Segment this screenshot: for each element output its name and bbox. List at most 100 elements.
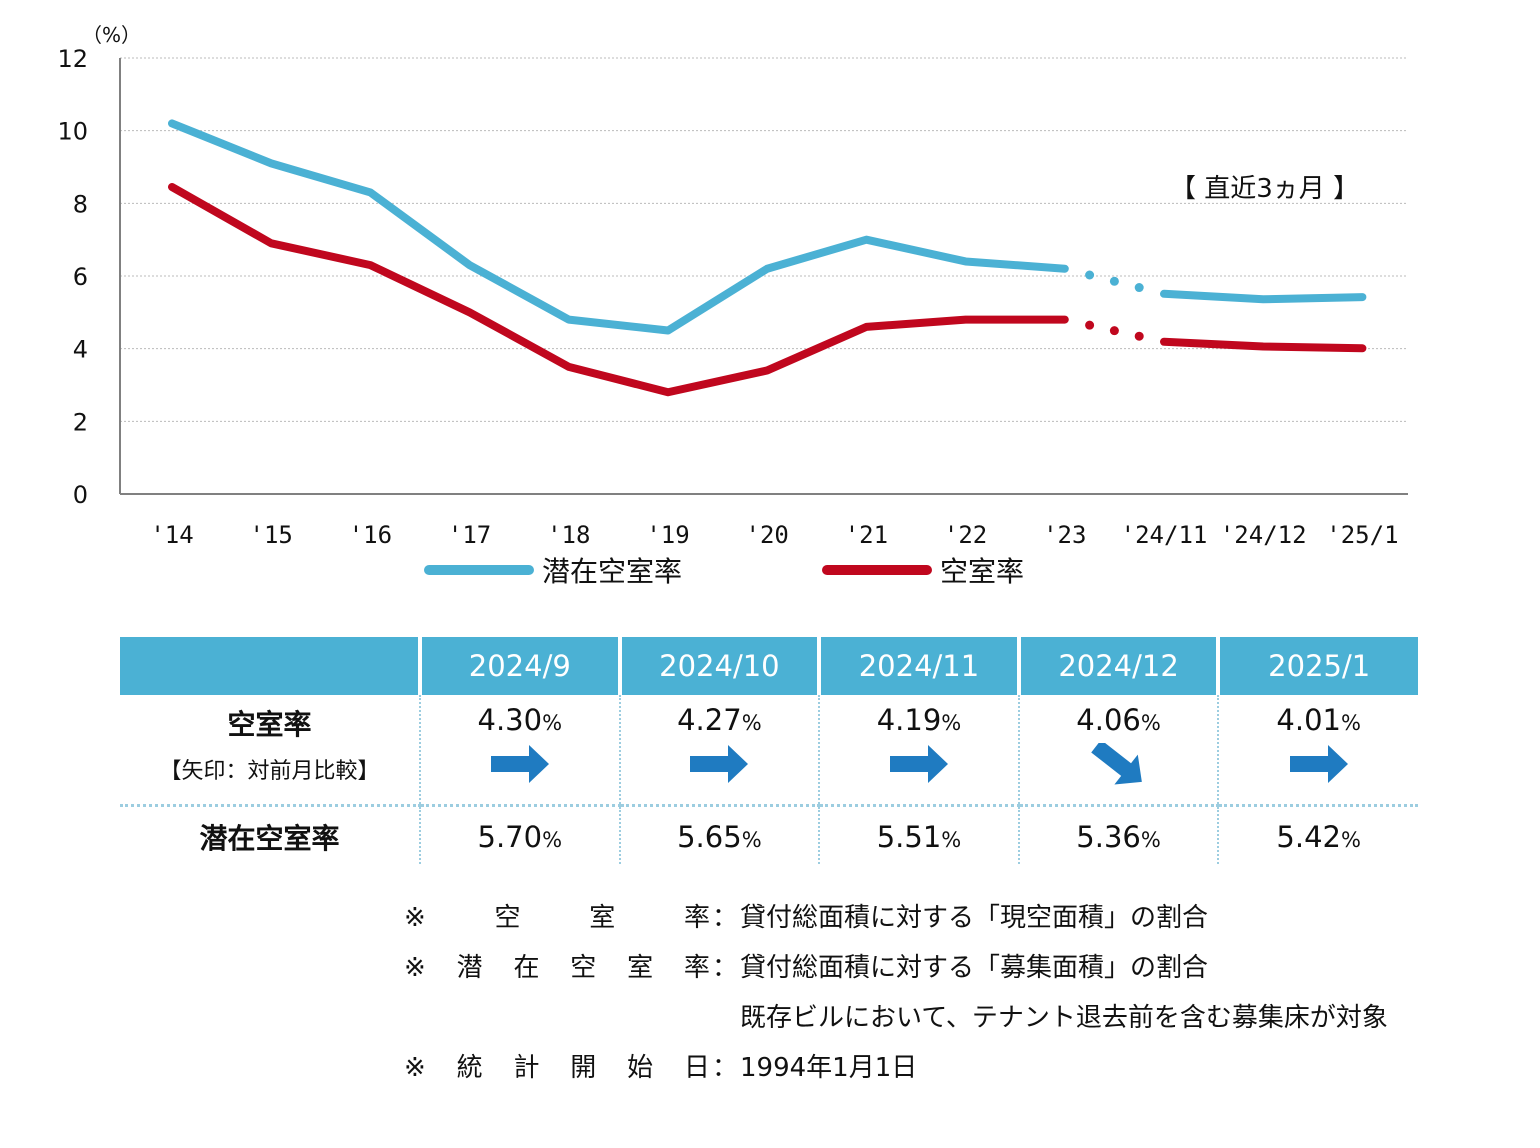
note-text: 貸付総面積に対する「募集面積」の割合 既存ビルにおいて、テナント退去前を含む募集… [740, 943, 1388, 1043]
percent-sign: % [741, 711, 762, 735]
x-tick-label: '19 [646, 521, 689, 549]
potential-value: 5.51 [876, 820, 942, 854]
note-prefix: ※ [404, 903, 426, 933]
line-chart: 0 2 4 6 8 10 12 '14 '15 '16 '17 '18 '19 '20 '21 '22 '23… [57, 23, 1408, 549]
x-tick-label: '14 [150, 521, 193, 549]
arrow-right-icon [1289, 745, 1348, 783]
note-key-char: 空 [494, 903, 521, 933]
table-header-month: 2024/9 [418, 637, 620, 695]
arrow-right-icon [889, 745, 948, 783]
recent-3-months-annotation: 【 直近3ヵ月 】 [1170, 174, 1360, 204]
table-cell: 4.06% [1017, 695, 1219, 806]
arrow-shape [1090, 739, 1142, 785]
note-line: 貸付総面積に対する「募集面積」の割合 [740, 953, 1209, 983]
table-cell: 4.27% [618, 695, 820, 806]
vacancy-value: 4.27 [677, 703, 742, 737]
percent-sign: % [741, 828, 762, 852]
legend-label-potential: 潜在空室率 [542, 555, 683, 588]
table-row-vacancy: 空室率 【矢印：対前月比較】 4.30% 4.27% 4.19% 4.06% 4… [120, 695, 1418, 806]
table-header-month: 2024/10 [617, 637, 820, 695]
vacancy-value: 4.30 [477, 703, 543, 737]
x-tick-label: '21 [845, 521, 888, 549]
y-tick-label: 4 [73, 336, 88, 364]
percent-sign: % [941, 711, 962, 735]
potential-value: 5.70 [477, 820, 543, 854]
arrow-shape [889, 745, 948, 783]
x-tick-label: '23 [1043, 521, 1086, 549]
vacancy-value: 4.06 [1076, 703, 1141, 737]
table-cell: 5.36% [1017, 804, 1219, 864]
monthly-rate-table: 2024/9 2024/10 2024/11 2024/12 2025/1 空室… [120, 637, 1418, 864]
potential-vacancy-dotted-connector [1109, 276, 1119, 286]
potential-vacancy-dotted-connector [1085, 270, 1095, 280]
trend-arrow-icon [622, 743, 818, 785]
table-header-corner [120, 637, 420, 695]
note-text: 貸付総面積に対する「現空面積」の割合 [740, 903, 1209, 933]
y-tick-label: 6 [73, 263, 88, 291]
arrow-down-right-icon [1090, 739, 1142, 785]
x-tick-label: '22 [944, 521, 987, 549]
note-key-char: 開 [570, 1053, 597, 1083]
note-row: ※ 潜 在 空 室 率 ： 貸付総面積に対する「募集面積」の割合 既存ビルにおい… [404, 943, 1388, 1043]
note-text: 1994年1月1日 [740, 1053, 918, 1083]
arrow-shape [490, 745, 549, 783]
note-colon: ： [711, 1053, 738, 1083]
table-header-row: 2024/9 2024/10 2024/11 2024/12 2025/1 [120, 637, 1418, 695]
arrow-right-icon [490, 745, 549, 783]
x-tick-label: '15 [250, 521, 293, 549]
note-key: ※ 潜 在 空 室 率 [404, 943, 710, 1043]
vacancy-dotted-connector [1109, 326, 1119, 336]
row-sublabel-arrow-legend: 【矢印：対前月比較】 [159, 759, 380, 784]
percent-sign: % [941, 828, 962, 852]
trend-arrow-icon [821, 743, 1017, 785]
percent-sign: % [1340, 711, 1361, 735]
note-key: ※ 統 計 開 始 日 [404, 1043, 710, 1093]
x-tick-label: '18 [547, 521, 590, 549]
vacancy-value: 4.01 [1276, 703, 1341, 737]
legend-swatch-potential [424, 565, 534, 575]
y-tick-label: 10 [57, 118, 88, 146]
x-tick-label: '20 [746, 521, 789, 549]
percent-sign: % [1340, 828, 1361, 852]
arrow-right-icon [690, 745, 749, 783]
table-cell: 5.65% [618, 804, 820, 864]
footnotes: ※ 空 室 率 ： 貸付総面積に対する「現空面積」の割合 ※ 潜 在 空 室 率… [404, 893, 1388, 1093]
potential-vacancy-dotted-connector [1134, 283, 1144, 293]
table-header-month: 2025/1 [1216, 637, 1418, 695]
note-key-char: 室 [589, 903, 616, 933]
note-key-char: 率 [683, 903, 710, 933]
note-colon: ： [711, 953, 738, 983]
row-label-cell: 空室率 【矢印：対前月比較】 [120, 695, 420, 806]
vacancy-line-recent [1160, 337, 1367, 353]
y-tick-label: 12 [57, 45, 88, 73]
table-cell: 5.70% [419, 804, 620, 864]
trend-arrow-icon [422, 743, 618, 785]
table-cell: 4.30% [419, 695, 620, 806]
note-key-char: 日 [683, 1053, 710, 1083]
note-key-char: 室 [627, 953, 654, 983]
note-row: ※ 空 室 率 ： 貸付総面積に対する「現空面積」の割合 [404, 893, 1388, 943]
percent-sign: % [1140, 711, 1161, 735]
legend-item-vacancy: 空室率 [822, 550, 1024, 590]
potential-vacancy-line-recent [1160, 289, 1367, 304]
table-cell: 5.51% [818, 804, 1019, 864]
row-label-cell: 潜在空室率 [120, 804, 420, 864]
table-cell: 4.19% [818, 695, 1019, 806]
x-tick-label: '16 [349, 521, 392, 549]
vacancy-dotted-connector [1134, 331, 1144, 341]
note-key-char: 統 [456, 1053, 483, 1083]
legend-swatch-vacancy [822, 565, 932, 575]
note-row: ※ 統 計 開 始 日 ： 1994年1月1日 [404, 1043, 1388, 1093]
table-header-month: 2024/11 [817, 637, 1019, 695]
vacancy-value: 4.19 [876, 703, 942, 737]
x-tick-label: '24/12 [1220, 521, 1307, 549]
note-key-char: 在 [513, 953, 540, 983]
percent-sign: % [542, 711, 563, 735]
note-key: ※ 空 室 率 [404, 893, 710, 943]
x-tick-label: '24/11 [1121, 521, 1208, 549]
potential-vacancy-line-annual [168, 119, 1069, 335]
table-cell: 5.42% [1217, 804, 1418, 864]
x-tick-label: '25/1 [1326, 521, 1398, 549]
x-tick-label: '17 [448, 521, 491, 549]
arrow-shape [690, 745, 749, 783]
